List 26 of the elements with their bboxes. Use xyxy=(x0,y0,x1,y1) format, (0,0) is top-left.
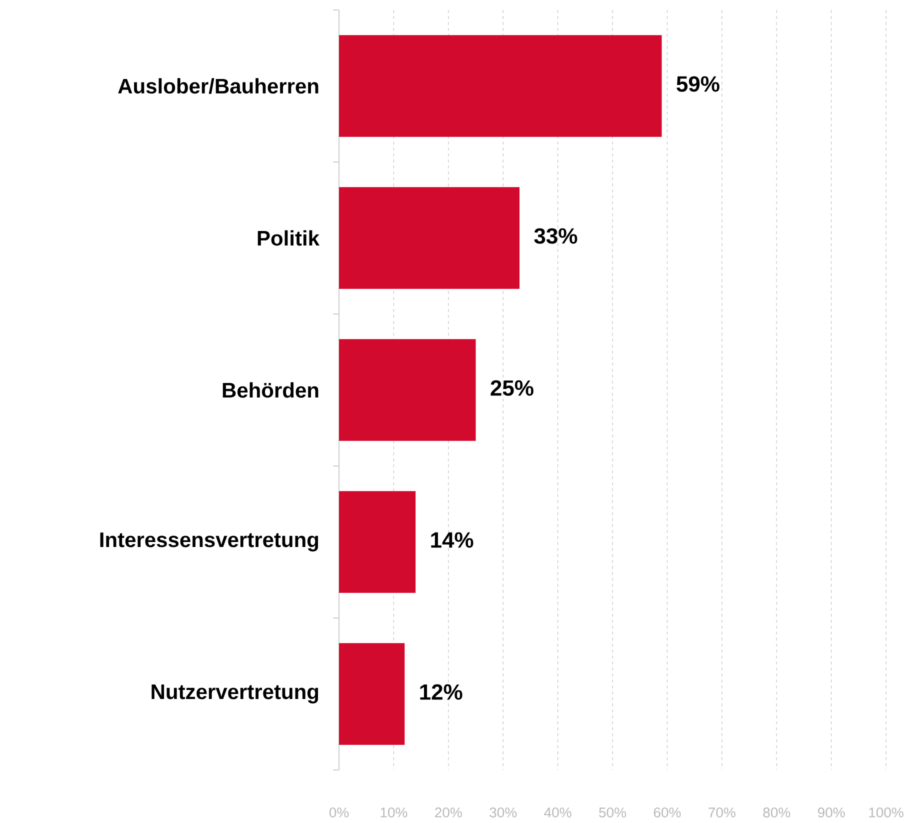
bar xyxy=(339,643,405,745)
y-tick-label: Politik xyxy=(258,230,320,246)
x-tick-label: 100% xyxy=(869,808,904,818)
y-tick-label: Auslober/Bauherren xyxy=(118,78,318,94)
x-tick-label: 70% xyxy=(708,808,736,818)
y-tick-label: Interessensvertretung xyxy=(100,532,318,552)
data-label: 12% xyxy=(420,684,462,700)
data-label: 59% xyxy=(676,76,720,92)
data-label: 25% xyxy=(490,380,534,396)
x-tick-label: 90% xyxy=(818,808,845,818)
y-tick-label: Nutzervertretung xyxy=(152,684,318,704)
x-tick-label: 40% xyxy=(544,808,572,818)
bar xyxy=(339,35,662,137)
x-tick-label: 10% xyxy=(380,808,408,818)
data-label: 14% xyxy=(431,532,474,548)
y-tick-label: Behörden xyxy=(222,382,318,398)
x-tick-label: 80% xyxy=(763,808,790,818)
x-tick-label: 20% xyxy=(435,808,462,818)
bar xyxy=(339,339,476,441)
bar xyxy=(339,187,520,289)
x-tick-label: 60% xyxy=(654,808,681,818)
x-tick-label: 0% xyxy=(329,808,349,818)
x-tick-label: 30% xyxy=(490,808,517,818)
data-label: 33% xyxy=(534,228,578,244)
bar xyxy=(339,491,416,593)
x-tick-label: 50% xyxy=(599,808,626,818)
